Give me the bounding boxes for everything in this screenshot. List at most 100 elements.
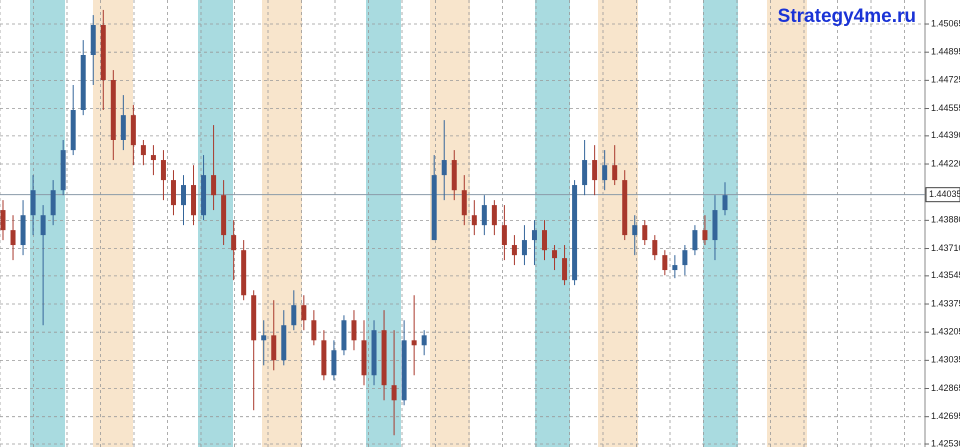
candle-body bbox=[521, 240, 527, 256]
session-band bbox=[30, 0, 65, 447]
candle-body bbox=[642, 225, 648, 241]
candle-body bbox=[501, 225, 507, 246]
y-tick-label: 1.43710 bbox=[931, 243, 960, 253]
candle-body bbox=[722, 195, 728, 211]
session-band bbox=[262, 0, 302, 447]
candles bbox=[0, 9, 728, 436]
candle-body bbox=[662, 255, 668, 271]
last-price-box bbox=[925, 187, 960, 203]
candle-body bbox=[110, 80, 116, 140]
candle-body bbox=[672, 265, 678, 271]
candle-body bbox=[311, 320, 317, 341]
y-tick-label: 1.43035 bbox=[931, 355, 960, 365]
candle-body bbox=[80, 55, 86, 111]
candle-body bbox=[40, 215, 46, 236]
candle-body bbox=[542, 230, 547, 251]
candle-body bbox=[371, 330, 377, 376]
candle-body bbox=[441, 160, 447, 176]
candle-body bbox=[461, 190, 467, 216]
candle-body bbox=[50, 190, 56, 216]
y-tick-label: 1.43205 bbox=[931, 327, 960, 337]
y-tick-label: 1.44725 bbox=[931, 75, 960, 85]
y-tick-label: 1.42530 bbox=[931, 438, 960, 447]
candle-body bbox=[612, 165, 618, 181]
price-axis: 1.45065 1.44895 1.44725 1.44555 1.44390 1.442… bbox=[925, 18, 960, 447]
candle-body bbox=[140, 145, 146, 156]
candle-body bbox=[181, 185, 186, 206]
candle-body bbox=[30, 190, 36, 216]
candle-body bbox=[692, 230, 698, 251]
watermark: Strategy4me.ru bbox=[778, 6, 916, 27]
candle-body bbox=[20, 215, 26, 246]
candle-body bbox=[421, 335, 427, 346]
candle-body bbox=[491, 205, 497, 226]
candle-body bbox=[120, 115, 126, 140]
y-tick-label: 1.44895 bbox=[931, 47, 960, 57]
candle-body bbox=[100, 25, 106, 81]
candle-body bbox=[331, 350, 337, 376]
y-tick-label: 1.43545 bbox=[931, 270, 960, 280]
candle-body bbox=[251, 295, 257, 341]
candle-body bbox=[481, 205, 487, 226]
candle-body bbox=[702, 230, 708, 241]
candle-body bbox=[261, 335, 267, 341]
candle-body bbox=[401, 340, 407, 401]
candle-body bbox=[552, 250, 558, 259]
candle-body bbox=[391, 385, 397, 401]
candle-body bbox=[592, 160, 598, 181]
candle-body bbox=[712, 210, 718, 241]
candle-body bbox=[351, 320, 357, 341]
candle-body bbox=[191, 185, 197, 216]
candle-body bbox=[160, 160, 166, 181]
candle-body bbox=[241, 250, 247, 296]
grid bbox=[0, 0, 925, 447]
session-band bbox=[535, 0, 570, 447]
candle-body bbox=[602, 165, 608, 181]
candle-body bbox=[291, 305, 297, 326]
session-band bbox=[703, 0, 738, 447]
candle-body bbox=[582, 160, 588, 186]
candle-body bbox=[271, 335, 277, 361]
y-tick-label: 1.43375 bbox=[931, 298, 960, 308]
candle-body bbox=[341, 320, 347, 351]
session-band bbox=[198, 0, 233, 447]
candle-body bbox=[70, 110, 76, 151]
y-tick-label: 1.42695 bbox=[931, 411, 960, 421]
candle-body bbox=[632, 225, 638, 236]
candle-body bbox=[301, 305, 307, 321]
candle-body bbox=[0, 210, 6, 231]
candle-body bbox=[622, 180, 628, 236]
candle-body bbox=[201, 175, 207, 216]
session-band bbox=[767, 0, 807, 447]
candle-body bbox=[361, 340, 367, 376]
candle-body bbox=[90, 25, 96, 56]
last-price-label: 1.44035 bbox=[929, 189, 960, 199]
y-tick-label: 1.43880 bbox=[931, 215, 960, 225]
y-tick-label: 1.45065 bbox=[931, 18, 960, 28]
candle-body bbox=[10, 230, 16, 246]
candle-body bbox=[381, 330, 387, 386]
candle-body bbox=[411, 340, 417, 346]
candle-body bbox=[682, 250, 688, 266]
candle-body bbox=[281, 325, 287, 361]
candle-body bbox=[150, 155, 156, 161]
candle-body bbox=[231, 235, 237, 251]
y-tick-label: 1.42865 bbox=[931, 383, 960, 393]
candle-body bbox=[511, 245, 517, 256]
candle-body bbox=[471, 215, 477, 226]
y-tick-label: 1.44555 bbox=[931, 103, 960, 113]
candle-body bbox=[211, 175, 217, 196]
candle-body bbox=[221, 195, 227, 236]
candle-body bbox=[60, 150, 66, 191]
candle-body bbox=[652, 240, 658, 256]
session-band bbox=[598, 0, 638, 447]
candle-body bbox=[562, 258, 568, 281]
candle-body bbox=[431, 175, 437, 241]
candle-body bbox=[572, 185, 578, 281]
candle-body bbox=[170, 180, 176, 206]
y-tick-label: 1.44220 bbox=[931, 158, 960, 168]
candle-body bbox=[531, 230, 537, 241]
candle-body bbox=[321, 340, 327, 376]
